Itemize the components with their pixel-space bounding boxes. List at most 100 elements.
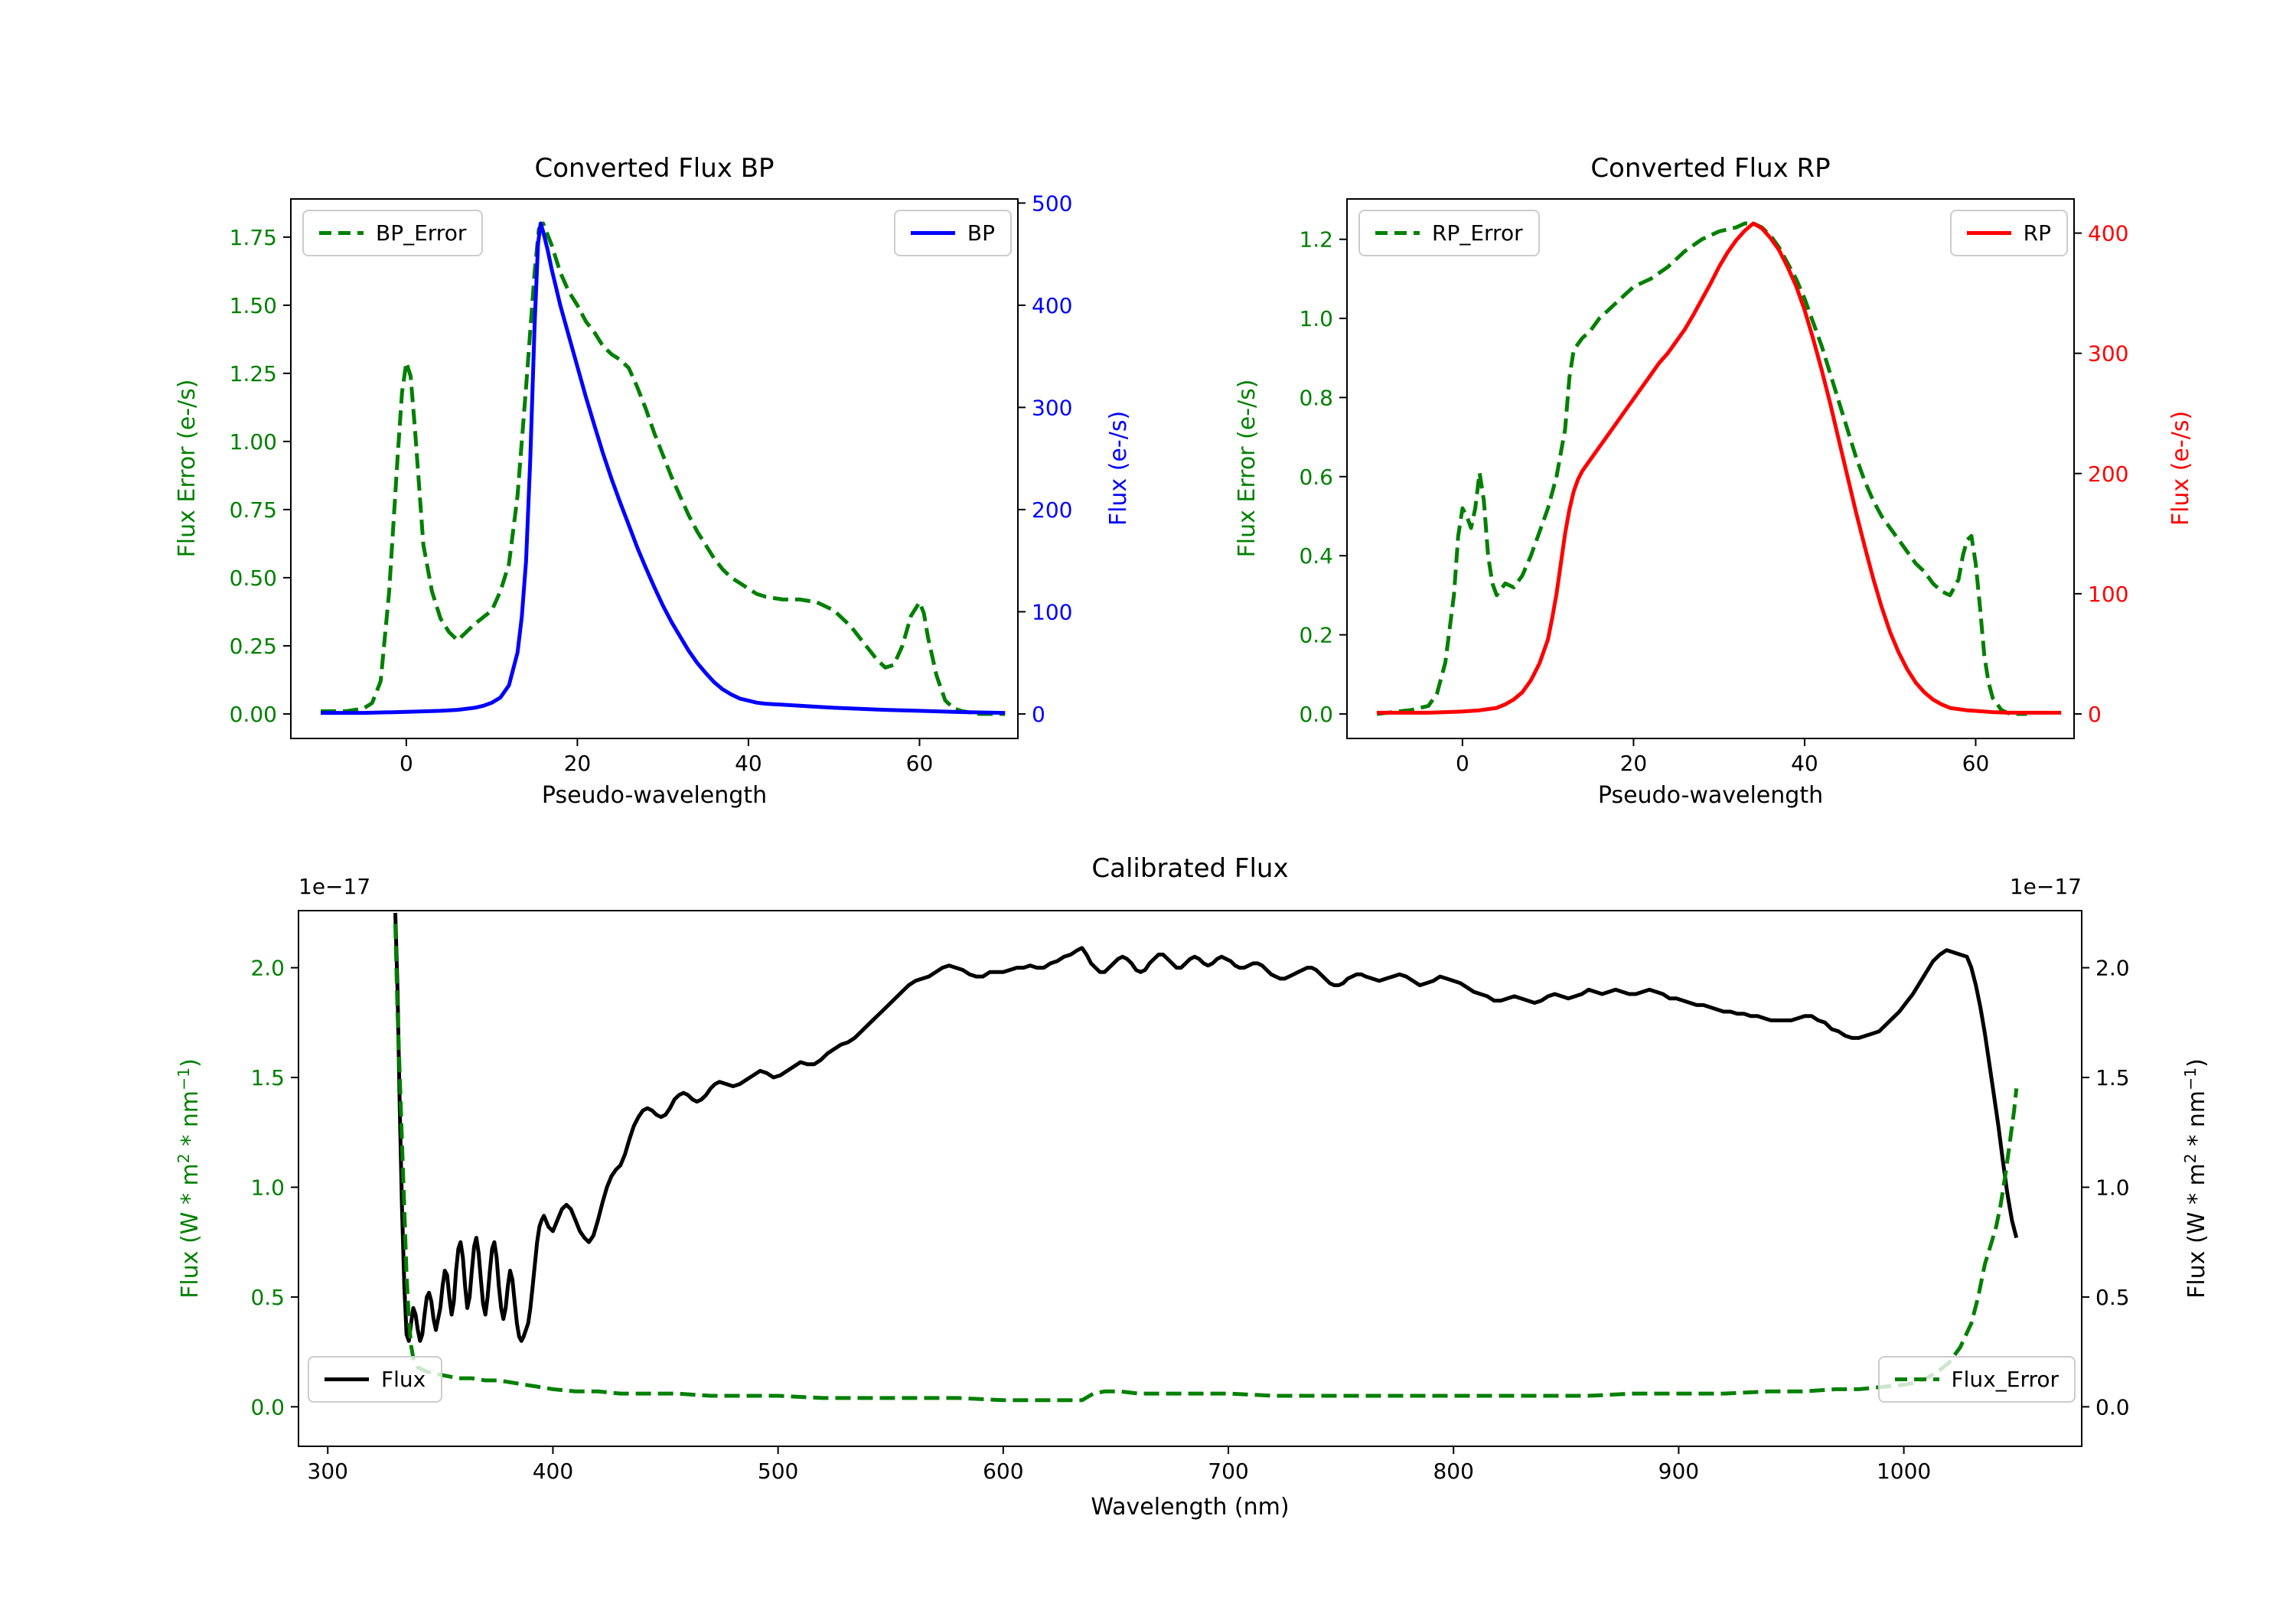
cal-left-yaxis-label-sup2: −1: [174, 1067, 193, 1090]
rp-error-legend: RP_Error: [1358, 210, 1540, 256]
svg-text:100: 100: [1032, 599, 1072, 624]
svg-text:0: 0: [1456, 751, 1469, 776]
svg-text:1000: 1000: [1877, 1459, 1931, 1484]
series-Flux_Error: [393, 924, 2019, 1403]
bp-error-legend-label: BP_Error: [376, 220, 467, 246]
calibrated-flux-title: Calibrated Flux: [1091, 853, 1289, 884]
svg-text:1.0: 1.0: [2095, 1175, 2130, 1200]
rp-plot-spines: [1346, 198, 2075, 739]
svg-text:400: 400: [533, 1459, 573, 1484]
svg-text:40: 40: [735, 751, 762, 776]
svg-text:1.5: 1.5: [2095, 1065, 2130, 1090]
svg-text:400: 400: [1032, 293, 1072, 318]
series-BP_Error: [321, 221, 1006, 716]
bp-chart-title: Converted Flux BP: [534, 153, 775, 184]
svg-text:0.5: 0.5: [250, 1285, 285, 1310]
series-Flux: [393, 912, 2019, 1343]
flux-error-legend-line: [1894, 1377, 1939, 1381]
series-RP: [1377, 221, 2062, 715]
bp-plot-spines: [290, 198, 1019, 739]
rp-error-legend-label: RP_Error: [1432, 220, 1523, 246]
bp-error-legend-line: [319, 231, 364, 235]
svg-text:300: 300: [1032, 395, 1072, 420]
svg-text:1.0: 1.0: [1299, 306, 1333, 331]
svg-text:500: 500: [1032, 191, 1072, 216]
cal-right-yaxis-label-sup1: 2: [2181, 1153, 2200, 1164]
cal-plot-spines: [298, 910, 2082, 1447]
rp-legend-label: RP: [2023, 220, 2051, 246]
svg-text:60: 60: [906, 751, 934, 776]
bp-xaxis-label: Pseudo-wavelength: [541, 782, 768, 809]
svg-text:0.0: 0.0: [2095, 1394, 2130, 1420]
svg-text:100: 100: [2088, 582, 2128, 607]
rp-right-yaxis-label: Flux (e-/s): [2167, 410, 2194, 526]
cal-right-yaxis-label-sup2: −1: [2181, 1067, 2200, 1090]
bp-legend: BP: [893, 210, 1012, 256]
cal-left-yaxis-label: Flux (W * m2 * nm−1): [168, 911, 204, 1446]
svg-text:20: 20: [564, 751, 592, 776]
svg-text:700: 700: [1208, 1459, 1248, 1484]
cal-right-yaxis-label-text3: ): [2183, 1058, 2210, 1068]
rp-legend-line: [1966, 231, 2011, 235]
svg-text:1.0: 1.0: [250, 1175, 285, 1200]
svg-text:0.0: 0.0: [250, 1394, 285, 1420]
svg-text:300: 300: [308, 1459, 348, 1484]
bp-error-legend: BP_Error: [302, 210, 484, 256]
svg-text:20: 20: [1620, 751, 1648, 776]
svg-text:0.50: 0.50: [230, 566, 277, 591]
right-axis-offset-text: 1e−17: [2009, 874, 2082, 899]
svg-text:1.50: 1.50: [230, 293, 277, 318]
bp-legend-label: BP: [967, 220, 995, 246]
rp-error-legend-line: [1375, 231, 1420, 235]
svg-text:0.75: 0.75: [230, 497, 277, 523]
svg-text:2.0: 2.0: [250, 956, 285, 981]
svg-text:400: 400: [2088, 221, 2128, 246]
cal-left-yaxis-label-sup1: 2: [174, 1153, 193, 1164]
svg-text:1.00: 1.00: [230, 429, 277, 455]
svg-text:200: 200: [2088, 461, 2128, 487]
rp-legend: RP: [1949, 210, 2068, 256]
svg-text:0.2: 0.2: [1299, 623, 1333, 648]
svg-text:600: 600: [983, 1459, 1023, 1484]
svg-text:500: 500: [758, 1459, 798, 1484]
series-RP_Error: [1376, 221, 2027, 716]
svg-text:0: 0: [1032, 702, 1045, 727]
cal-xaxis-label: Wavelength (nm): [1091, 1494, 1290, 1521]
svg-text:2.0: 2.0: [2095, 956, 2130, 981]
flux-legend-label: Flux: [381, 1367, 426, 1392]
svg-text:1.25: 1.25: [230, 361, 277, 386]
cal-left-yaxis-label-text2: * nm: [177, 1090, 204, 1154]
svg-text:1.75: 1.75: [230, 225, 277, 250]
cal-right-yaxis-label-text2: * nm: [2183, 1090, 2210, 1154]
rp-xaxis-label: Pseudo-wavelength: [1597, 782, 1824, 809]
svg-text:900: 900: [1658, 1459, 1699, 1484]
svg-text:0.0: 0.0: [1299, 702, 1333, 727]
svg-text:800: 800: [1433, 1459, 1473, 1484]
series-BP: [321, 221, 1006, 715]
bp-right-yaxis-label: Flux (e-/s): [1105, 410, 1132, 526]
rp-left-yaxis-label: Flux Error (e-/s): [1234, 379, 1261, 558]
svg-text:40: 40: [1791, 751, 1818, 776]
svg-text:0.4: 0.4: [1299, 543, 1333, 569]
svg-text:60: 60: [1962, 751, 1990, 776]
flux-error-legend-label: Flux_Error: [1951, 1367, 2059, 1392]
svg-text:1.2: 1.2: [1299, 227, 1333, 253]
bp-left-yaxis-label: Flux Error (e-/s): [174, 379, 201, 558]
svg-text:0.8: 0.8: [1299, 385, 1333, 410]
flux-error-legend: Flux_Error: [1877, 1356, 2076, 1403]
left-axis-offset-text: 1e−17: [298, 874, 371, 899]
cal-right-yaxis-label: Flux (W * m2 * nm−1): [2175, 911, 2210, 1446]
svg-text:0.25: 0.25: [230, 634, 277, 659]
svg-text:0.5: 0.5: [2095, 1285, 2130, 1310]
svg-text:200: 200: [1032, 497, 1072, 523]
cal-right-yaxis-label-text: Flux (W * m: [2183, 1163, 2210, 1299]
svg-text:0.6: 0.6: [1299, 464, 1333, 490]
cal-left-yaxis-label-text3: ): [177, 1058, 204, 1068]
svg-text:0: 0: [400, 751, 413, 776]
svg-text:0.00: 0.00: [230, 702, 277, 727]
cal-left-yaxis-label-text: Flux (W * m: [177, 1163, 204, 1299]
rp-chart-title: Converted Flux RP: [1590, 153, 1831, 184]
flux-legend-line: [325, 1377, 369, 1381]
bp-legend-line: [910, 231, 955, 235]
